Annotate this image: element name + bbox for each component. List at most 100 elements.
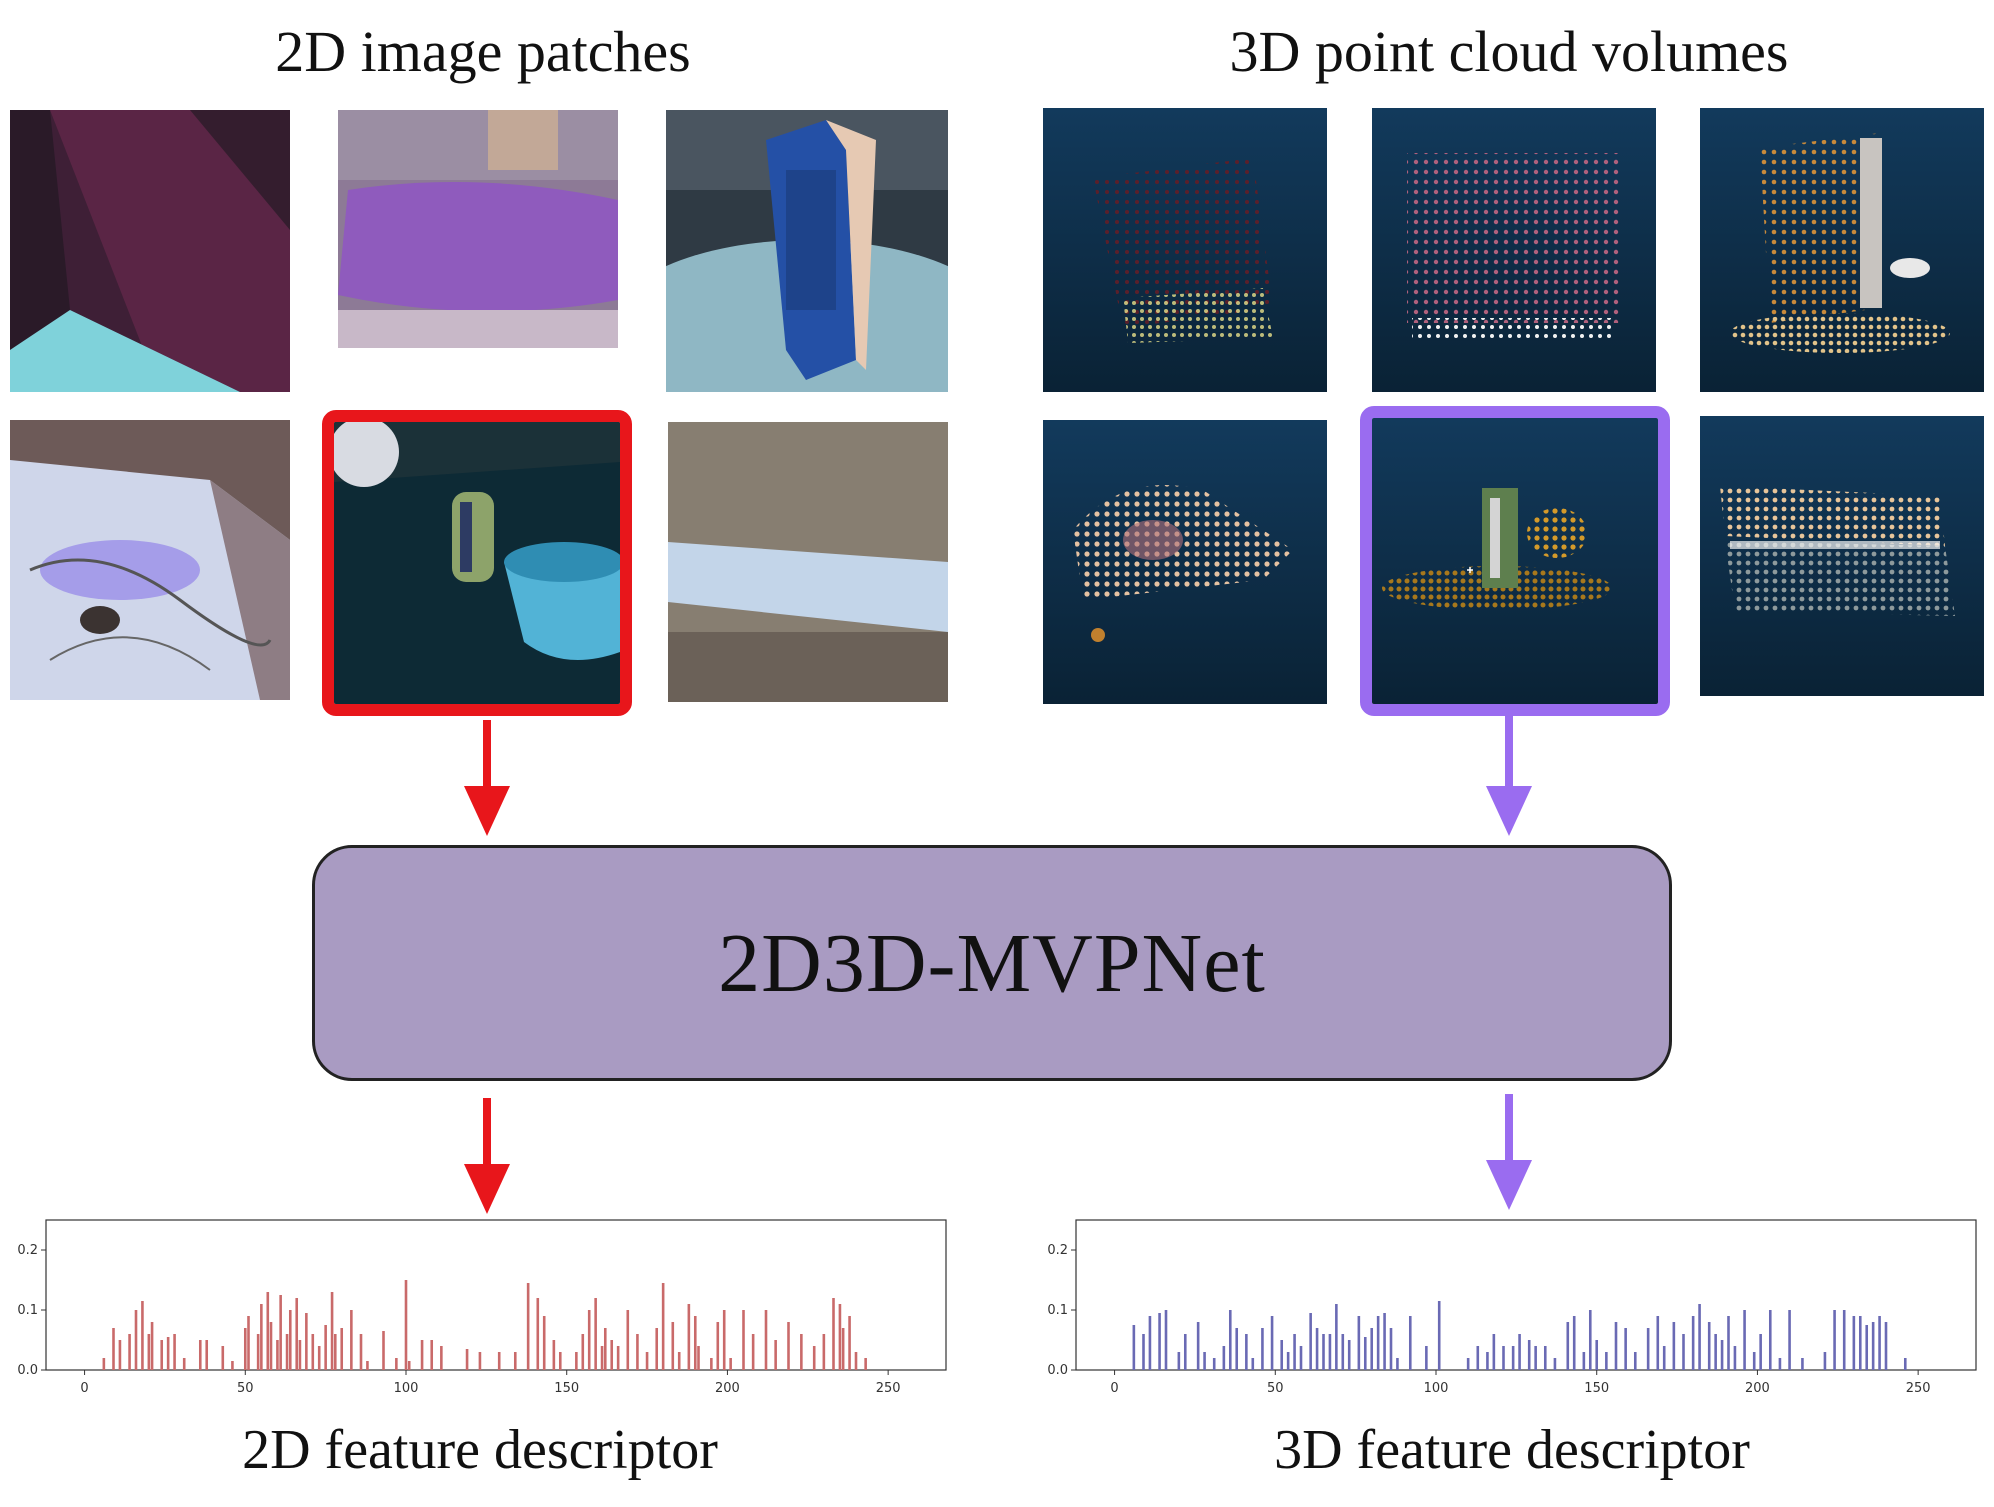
- x-tick-label: 50: [1267, 1381, 1284, 1396]
- bar: [787, 1322, 790, 1370]
- image-patch-purple-chair: [10, 110, 290, 392]
- bar: [182, 1358, 186, 1370]
- point-cloud-cereal-box: [1700, 108, 1984, 392]
- bar: [1309, 1313, 1312, 1370]
- bar: [854, 1352, 858, 1370]
- bar: [1132, 1325, 1136, 1370]
- chart-3d-feature-descriptor: 0 50 100 150 200 250 0.0 0.1 0.2: [1047, 1219, 1977, 1396]
- y-tick-label: 0.1: [1047, 1303, 1068, 1318]
- bar: [729, 1358, 732, 1370]
- bar: [340, 1328, 344, 1370]
- x-tick-label: 150: [1584, 1381, 1609, 1396]
- bar: [1707, 1322, 1711, 1370]
- point-cloud-cushion-pink: [1372, 108, 1656, 392]
- bar: [513, 1352, 517, 1370]
- arrow-network-to-3d-descriptor: [1486, 1094, 1532, 1210]
- bar: [1871, 1322, 1875, 1370]
- bar: [134, 1310, 138, 1370]
- bar: [575, 1352, 578, 1370]
- bar: [626, 1310, 630, 1370]
- bar: [1903, 1358, 1907, 1370]
- bar: [1595, 1340, 1599, 1370]
- bar: [256, 1334, 260, 1370]
- image-patch-table-edge: [668, 422, 948, 702]
- network-box: 2D3D-MVPNet: [312, 845, 1672, 1081]
- bar: [285, 1334, 289, 1370]
- bar: [722, 1310, 726, 1370]
- bar: [1328, 1334, 1332, 1370]
- bar: [350, 1310, 353, 1370]
- x-tick-label: 200: [1745, 1381, 1770, 1396]
- bar: [231, 1361, 234, 1370]
- bar: [366, 1361, 369, 1370]
- bar: [1486, 1352, 1489, 1370]
- bar: [324, 1325, 327, 1370]
- bar: [1656, 1316, 1660, 1370]
- bar: [661, 1283, 665, 1370]
- bar: [1720, 1340, 1724, 1370]
- bar: [1322, 1334, 1325, 1370]
- bar: [276, 1340, 279, 1370]
- bar: [1164, 1310, 1168, 1370]
- bar: [1646, 1328, 1650, 1370]
- bar: [1148, 1316, 1152, 1370]
- bar: [1270, 1316, 1274, 1370]
- bar: [800, 1334, 803, 1370]
- bar: [1727, 1316, 1730, 1370]
- bar: [147, 1334, 151, 1370]
- bar: [1286, 1352, 1290, 1370]
- bar: [1280, 1340, 1284, 1370]
- bar: [841, 1328, 845, 1370]
- bar: [1588, 1310, 1592, 1370]
- x-tick-label: 250: [1906, 1381, 1931, 1396]
- bar: [1672, 1322, 1676, 1370]
- bar: [600, 1346, 604, 1370]
- bar: [1662, 1346, 1666, 1370]
- point-cloud-selected-can-and-bowl: [1360, 406, 1670, 716]
- bar: [1865, 1325, 1869, 1370]
- bar: [1566, 1322, 1570, 1370]
- chart-2d-feature-descriptor: 0 50 100 150 200 250 0.0 0.1 0.2: [17, 1219, 947, 1396]
- x-tick-label: 100: [394, 1381, 419, 1396]
- bar: [655, 1328, 659, 1370]
- bar: [478, 1352, 482, 1370]
- bar: [1788, 1310, 1791, 1370]
- bar: [603, 1328, 607, 1370]
- bar: [1476, 1346, 1480, 1370]
- bar: [1177, 1352, 1181, 1370]
- bar: [1363, 1337, 1367, 1370]
- bar: [1527, 1340, 1531, 1370]
- bar: [1383, 1313, 1386, 1370]
- bar: [1261, 1328, 1264, 1370]
- bar: [1341, 1334, 1345, 1370]
- bar: [205, 1340, 209, 1370]
- bar: [1376, 1316, 1380, 1370]
- y-tick-label: 0.1: [17, 1303, 38, 1318]
- bar: [864, 1358, 867, 1370]
- bar: [1543, 1346, 1547, 1370]
- bar: [1833, 1310, 1836, 1370]
- bar: [404, 1280, 408, 1370]
- bar: [1852, 1316, 1856, 1370]
- bar: [812, 1346, 816, 1370]
- bar: [751, 1334, 755, 1370]
- bar: [1425, 1346, 1428, 1370]
- bar: [693, 1316, 697, 1370]
- bar: [822, 1334, 826, 1370]
- bar: [497, 1352, 501, 1370]
- bar: [279, 1295, 282, 1370]
- bar: [1878, 1316, 1881, 1370]
- bar: [610, 1340, 614, 1370]
- bar: [1553, 1358, 1557, 1370]
- bar: [716, 1322, 720, 1370]
- y-tick-label: 0.0: [17, 1363, 38, 1378]
- bar: [173, 1334, 176, 1370]
- bar: [1466, 1358, 1470, 1370]
- bar: [440, 1346, 443, 1370]
- image-patch-purple-cushion: [338, 110, 618, 348]
- x-tick-label: 50: [237, 1381, 254, 1396]
- bar: [305, 1313, 308, 1370]
- bar: [1858, 1316, 1862, 1370]
- bar: [1235, 1328, 1239, 1370]
- bar: [645, 1352, 649, 1370]
